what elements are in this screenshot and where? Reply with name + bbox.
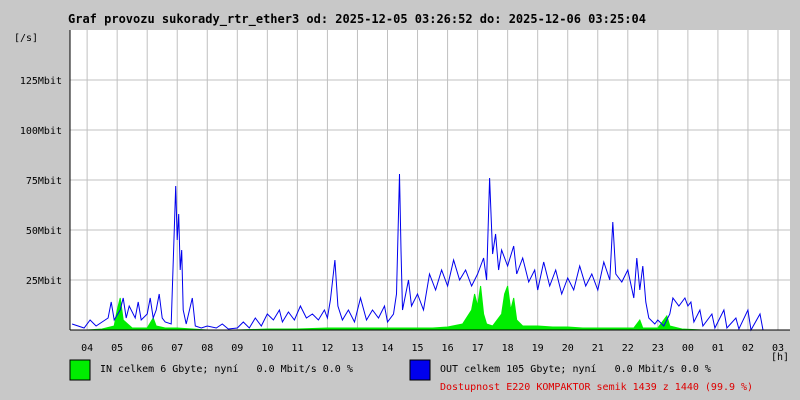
availability-status: Dostupnost E220 KOMPAKTOR semik 1439 z 1…: [440, 382, 753, 393]
series-layer: [71, 173, 778, 332]
x-tick-label: 02: [742, 343, 754, 354]
x-tick-label: 22: [622, 343, 634, 354]
x-tick-label: 04: [81, 343, 93, 354]
x-tick-label: 19: [532, 343, 544, 354]
series-out-line: [71, 173, 778, 332]
x-tick-label: 03: [772, 343, 784, 354]
y-tick-labels: 25Mbit 50Mbit 75Mbit 100Mbit 125Mbit: [20, 76, 62, 287]
y-tick-label: 75Mbit: [26, 176, 62, 187]
x-tick-label: 07: [171, 343, 183, 354]
y-tick-label: 100Mbit: [20, 126, 62, 137]
legend-swatch-in: [69, 359, 91, 381]
y-tick-label: 50Mbit: [26, 226, 62, 237]
x-tick-label: 06: [141, 343, 153, 354]
legend-swatch-out: [409, 359, 431, 381]
x-tick-label: 20: [562, 343, 574, 354]
x-tick-label: 10: [261, 343, 273, 354]
chart-title: Graf provozu sukorady_rtr_ether3 od: 202…: [68, 12, 646, 27]
x-tick-label: 21: [592, 343, 604, 354]
x-tick-label: 17: [472, 343, 484, 354]
grid-lines: [70, 30, 790, 330]
x-tick-label: 05: [111, 343, 123, 354]
x-axis-label: [h]: [771, 352, 789, 363]
x-tick-label: 16: [442, 343, 454, 354]
x-tick-label: 23: [652, 343, 664, 354]
x-tick-label: 08: [201, 343, 213, 354]
y-tick-label: 125Mbit: [20, 76, 62, 87]
x-tick-label: 14: [381, 343, 393, 354]
x-tick-label: 11: [291, 343, 303, 354]
x-tick-labels: 04 05 06 07 08 09 10 11 12 13 14 15 16 17 18 19 20 21 22 23…: [81, 343, 784, 354]
legend-label-out: OUT celkem 105 Gbyte; nyní 0.0 Mbit/s 0.…: [440, 363, 711, 375]
x-tick-label: 13: [351, 343, 363, 354]
x-tick-label: 00: [682, 343, 694, 354]
x-tick-label: 12: [321, 343, 333, 354]
y-axis-label: [/s]: [14, 33, 38, 44]
x-tick-label: 18: [502, 343, 514, 354]
x-tick-label: 01: [712, 343, 724, 354]
series-in-area: [87, 285, 778, 331]
legend-label-in: IN celkem 6 Gbyte; nyní 0.0 Mbit/s 0.0 %: [100, 363, 353, 375]
x-tick-label: 15: [412, 343, 424, 354]
x-tick-label: 09: [231, 343, 243, 354]
y-tick-label: 25Mbit: [26, 276, 62, 287]
